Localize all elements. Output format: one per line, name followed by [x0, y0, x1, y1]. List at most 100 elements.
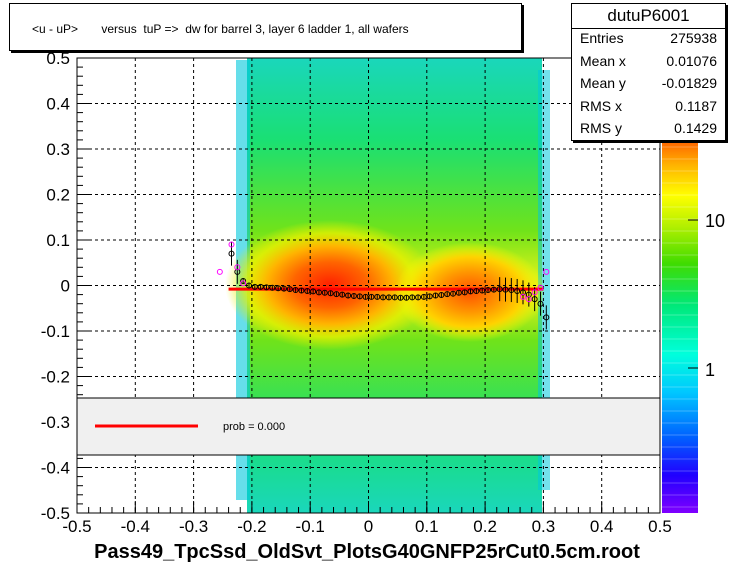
- y-tick-label: 0: [61, 277, 70, 296]
- profile-point: [362, 293, 369, 300]
- profile-point: [292, 287, 299, 294]
- profile-point: [251, 283, 258, 290]
- x-tick-label: -0.5: [62, 517, 91, 536]
- y-tick-label: -0.2: [41, 368, 70, 387]
- stats-key: RMS y: [580, 120, 622, 136]
- profile-point: [432, 292, 439, 299]
- profile-point: [275, 285, 282, 292]
- stats-value: 0.1187: [675, 98, 717, 114]
- profile-markers: [216, 241, 550, 330]
- profile-point: [304, 287, 311, 294]
- profile-point: [403, 294, 410, 301]
- profile-point: [397, 294, 404, 301]
- x-tick-label: 0.3: [532, 517, 556, 536]
- title-box: <u - uP> versus tuP => dw for barrel 3, …: [9, 3, 522, 51]
- x-tick-label: -0.3: [179, 517, 208, 536]
- stats-row-rms-y: RMS y 0.1429: [580, 120, 717, 142]
- profile2-point: [234, 264, 241, 271]
- profile-point: [333, 291, 340, 298]
- profile-point: [485, 287, 492, 294]
- profile-point: [257, 283, 264, 290]
- profile-point: [420, 293, 427, 300]
- stats-row-mean-y: Mean y -0.01829: [580, 75, 717, 97]
- profile-point: [455, 289, 462, 296]
- x-tick-label: -0.4: [121, 517, 150, 536]
- profile-point: [350, 292, 357, 299]
- stats-row-entries: Entries 275938: [580, 30, 717, 52]
- colorbar-label-10: 10: [705, 211, 725, 231]
- y-tick-label: 0.3: [46, 140, 70, 159]
- heatmap-hotspot-right: [395, 242, 545, 342]
- profile-point: [514, 287, 521, 294]
- stats-key: Entries: [580, 30, 624, 46]
- heatmap-band-right-edge: [538, 70, 550, 490]
- profile-point: [543, 314, 550, 321]
- profile-point: [298, 287, 305, 294]
- y-tick-label: -0.3: [41, 413, 70, 432]
- profile-point: [380, 294, 387, 301]
- y-tick-label: 0.1: [46, 231, 70, 250]
- stats-box: dutuP6001 Entries 275938 Mean x 0.01076 …: [571, 3, 726, 141]
- y-tick-label: -0.4: [41, 459, 70, 478]
- profile-point: [461, 289, 468, 296]
- profile-point: [327, 290, 334, 297]
- y-tick-label: 0.4: [46, 95, 70, 114]
- stats-key: Mean x: [580, 53, 626, 69]
- colorbar-bands: [662, 134, 698, 508]
- y-tick-label: -0.1: [41, 322, 70, 341]
- profile2-point: [531, 289, 538, 296]
- axes: -0.5 -0.4 -0.3 -0.2 -0.1 0 0.1 0.2 0.3 0.4 0.5 -0.5…: [41, 49, 672, 536]
- profile-point: [531, 296, 538, 303]
- profile-point: [426, 293, 433, 300]
- profile-point: [280, 285, 287, 292]
- colorbar-label-1: 1: [705, 360, 715, 380]
- profile2-point: [537, 284, 544, 291]
- profile-point: [368, 293, 375, 300]
- x-tick-label: 0.2: [473, 517, 497, 536]
- profile-point: [502, 286, 509, 293]
- x-tick-label: 0.4: [590, 517, 614, 536]
- profile-point: [339, 291, 346, 298]
- legend-label: prob = 0.000: [223, 421, 285, 433]
- profile-point: [415, 294, 422, 301]
- profile2-point: [525, 296, 532, 303]
- stats-key: RMS x: [580, 98, 622, 114]
- profile-point: [473, 287, 480, 294]
- profile-point: [409, 294, 416, 301]
- footer-filename: Pass49_TpcSsd_OldSvt_PlotsG40GNFP25rCut0…: [94, 541, 640, 563]
- y-tick-label: 0.2: [46, 186, 70, 205]
- profile-point: [374, 293, 381, 300]
- profile-point: [450, 290, 457, 297]
- profile-point: [315, 289, 322, 296]
- x-tick-label: 0.5: [648, 517, 672, 536]
- profile-point: [385, 294, 392, 301]
- stats-value: 0.01076: [666, 53, 717, 69]
- legend: prob = 0.000: [76, 397, 661, 456]
- profile-point: [263, 284, 270, 291]
- profile-point: [467, 288, 474, 295]
- y-tick-label: 0.5: [46, 49, 70, 68]
- y-tick-label: -0.5: [41, 504, 70, 523]
- profile2-point: [519, 293, 526, 300]
- profile-point: [444, 291, 451, 298]
- profile-point: [286, 286, 293, 293]
- profile-point: [508, 287, 515, 294]
- profile-point: [321, 289, 328, 296]
- stats-row-rms-x: RMS x 0.1187: [580, 98, 717, 120]
- stats-row-mean-x: Mean x 0.01076: [580, 53, 717, 75]
- chart-title: <u - uP> versus tuP => dw for barrel 3, …: [32, 22, 409, 36]
- profile-point: [537, 300, 544, 307]
- profile-point: [438, 292, 445, 299]
- profile-point: [490, 286, 497, 293]
- x-tick-label: -0.2: [237, 517, 266, 536]
- stats-title: dutuP6001: [572, 4, 725, 29]
- profile2-point: [240, 280, 247, 287]
- profile-point: [245, 282, 252, 289]
- profile-point: [240, 277, 247, 284]
- x-tick-label: 0.1: [415, 517, 439, 536]
- profile-point: [356, 293, 363, 300]
- profile-point: [479, 287, 486, 294]
- colorbar-gradient: [662, 135, 698, 513]
- x-tick-label: 0: [364, 517, 373, 536]
